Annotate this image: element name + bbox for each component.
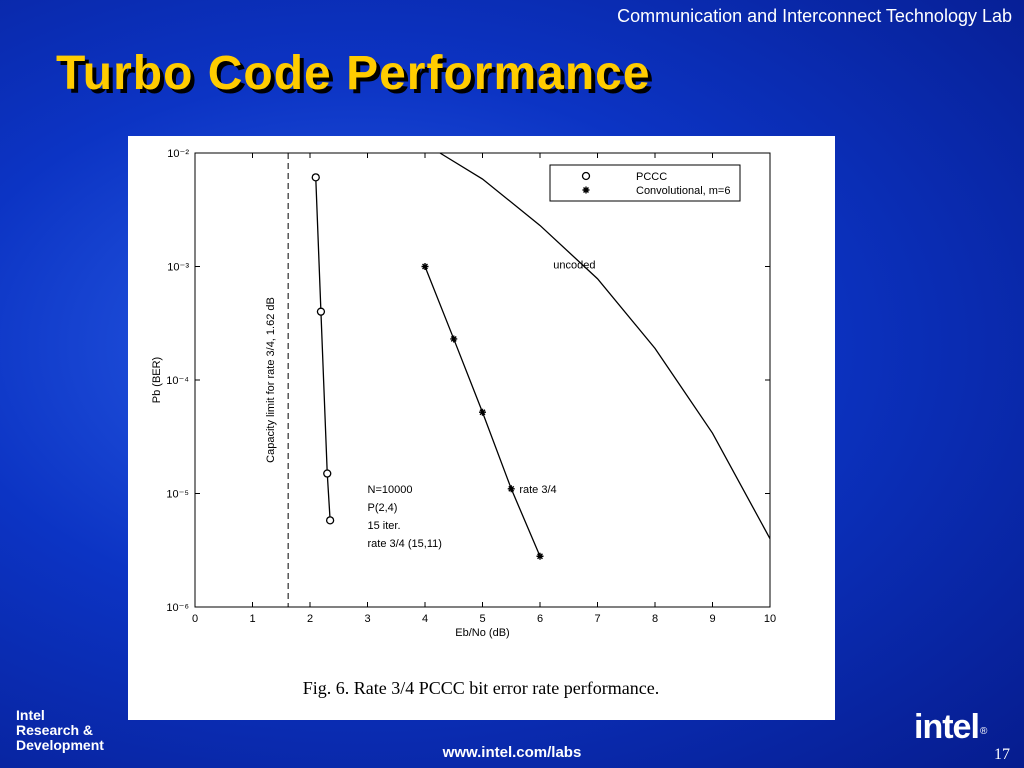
- marker: [536, 552, 544, 560]
- y-tick-label: 10⁻⁵: [166, 489, 189, 501]
- marker: [311, 173, 320, 182]
- marker: [421, 263, 429, 270]
- x-tick-label: 6: [537, 613, 543, 625]
- y-tick-label: 10⁻⁴: [166, 375, 189, 387]
- x-tick-label: 3: [364, 613, 370, 625]
- url: www.intel.com/labs: [442, 744, 582, 761]
- marker: [323, 469, 332, 478]
- marker: [507, 485, 515, 493]
- header: Communication and Interconnect Technolog…: [617, 6, 1012, 26]
- marker: [479, 408, 486, 416]
- x-tick-label: 1: [249, 613, 255, 625]
- x-tick-label: 10: [764, 613, 776, 625]
- marker: [450, 335, 458, 343]
- x-tick-label: 2: [307, 613, 313, 625]
- annotation: 15 iter.: [368, 520, 401, 532]
- marker: [325, 516, 335, 525]
- legend-box: [549, 164, 741, 202]
- x-tick-label: 9: [709, 613, 715, 625]
- annotation: rate 3/4: [519, 484, 556, 496]
- series-line: [315, 177, 331, 521]
- series-line: [439, 152, 771, 539]
- capacity-label: Capacity limit for rate 3/4, 1.62 dB: [265, 297, 277, 463]
- plot-frame: [194, 152, 771, 608]
- y-tick-label: 10⁻²: [167, 148, 189, 160]
- y-tick-label: 10⁻³: [167, 262, 189, 274]
- legend-marker: [581, 171, 591, 181]
- org-line: Research &: [16, 722, 94, 738]
- x-tick-label: 4: [422, 613, 428, 625]
- slide-title: Turbo Code Performance: [56, 47, 651, 100]
- marker: [316, 307, 326, 316]
- x-tick-label: 0: [192, 613, 198, 625]
- registered-mark: ®: [980, 726, 988, 737]
- annotation: P(2,4): [368, 502, 398, 514]
- caption: Fig. 6. Rate 3/4 PCCC bit error rate per…: [303, 678, 659, 698]
- x-tick-label: 8: [652, 613, 658, 625]
- org-line: Intel: [16, 707, 45, 723]
- annotation: N=10000: [368, 484, 413, 496]
- curve-label: uncoded: [553, 260, 595, 272]
- x-axis-label: Eb/No (dB): [455, 627, 509, 639]
- org-line: Development: [16, 737, 104, 753]
- page-number: 17: [994, 746, 1010, 763]
- y-axis-label: Pb (BER): [151, 357, 163, 403]
- legend-label: Convolutional, m=6: [636, 185, 730, 197]
- org-name: Intel Research & Development: [16, 708, 104, 753]
- x-tick-label: 7: [594, 613, 600, 625]
- legend-label: PCCC: [636, 171, 667, 183]
- y-tick-label: 10⁻⁶: [166, 602, 189, 614]
- x-tick-label: 5: [479, 613, 485, 625]
- logo: intel: [914, 708, 980, 746]
- annotation: rate 3/4 (15,11): [368, 538, 442, 550]
- legend-marker: [582, 186, 590, 194]
- chart: 0 1 2 3 4 5 6 7 8 9 10 10⁻² 10⁻³ 10⁻⁴ 10⁻⁵ 10⁻⁶ Eb/No (d…: [128, 136, 835, 720]
